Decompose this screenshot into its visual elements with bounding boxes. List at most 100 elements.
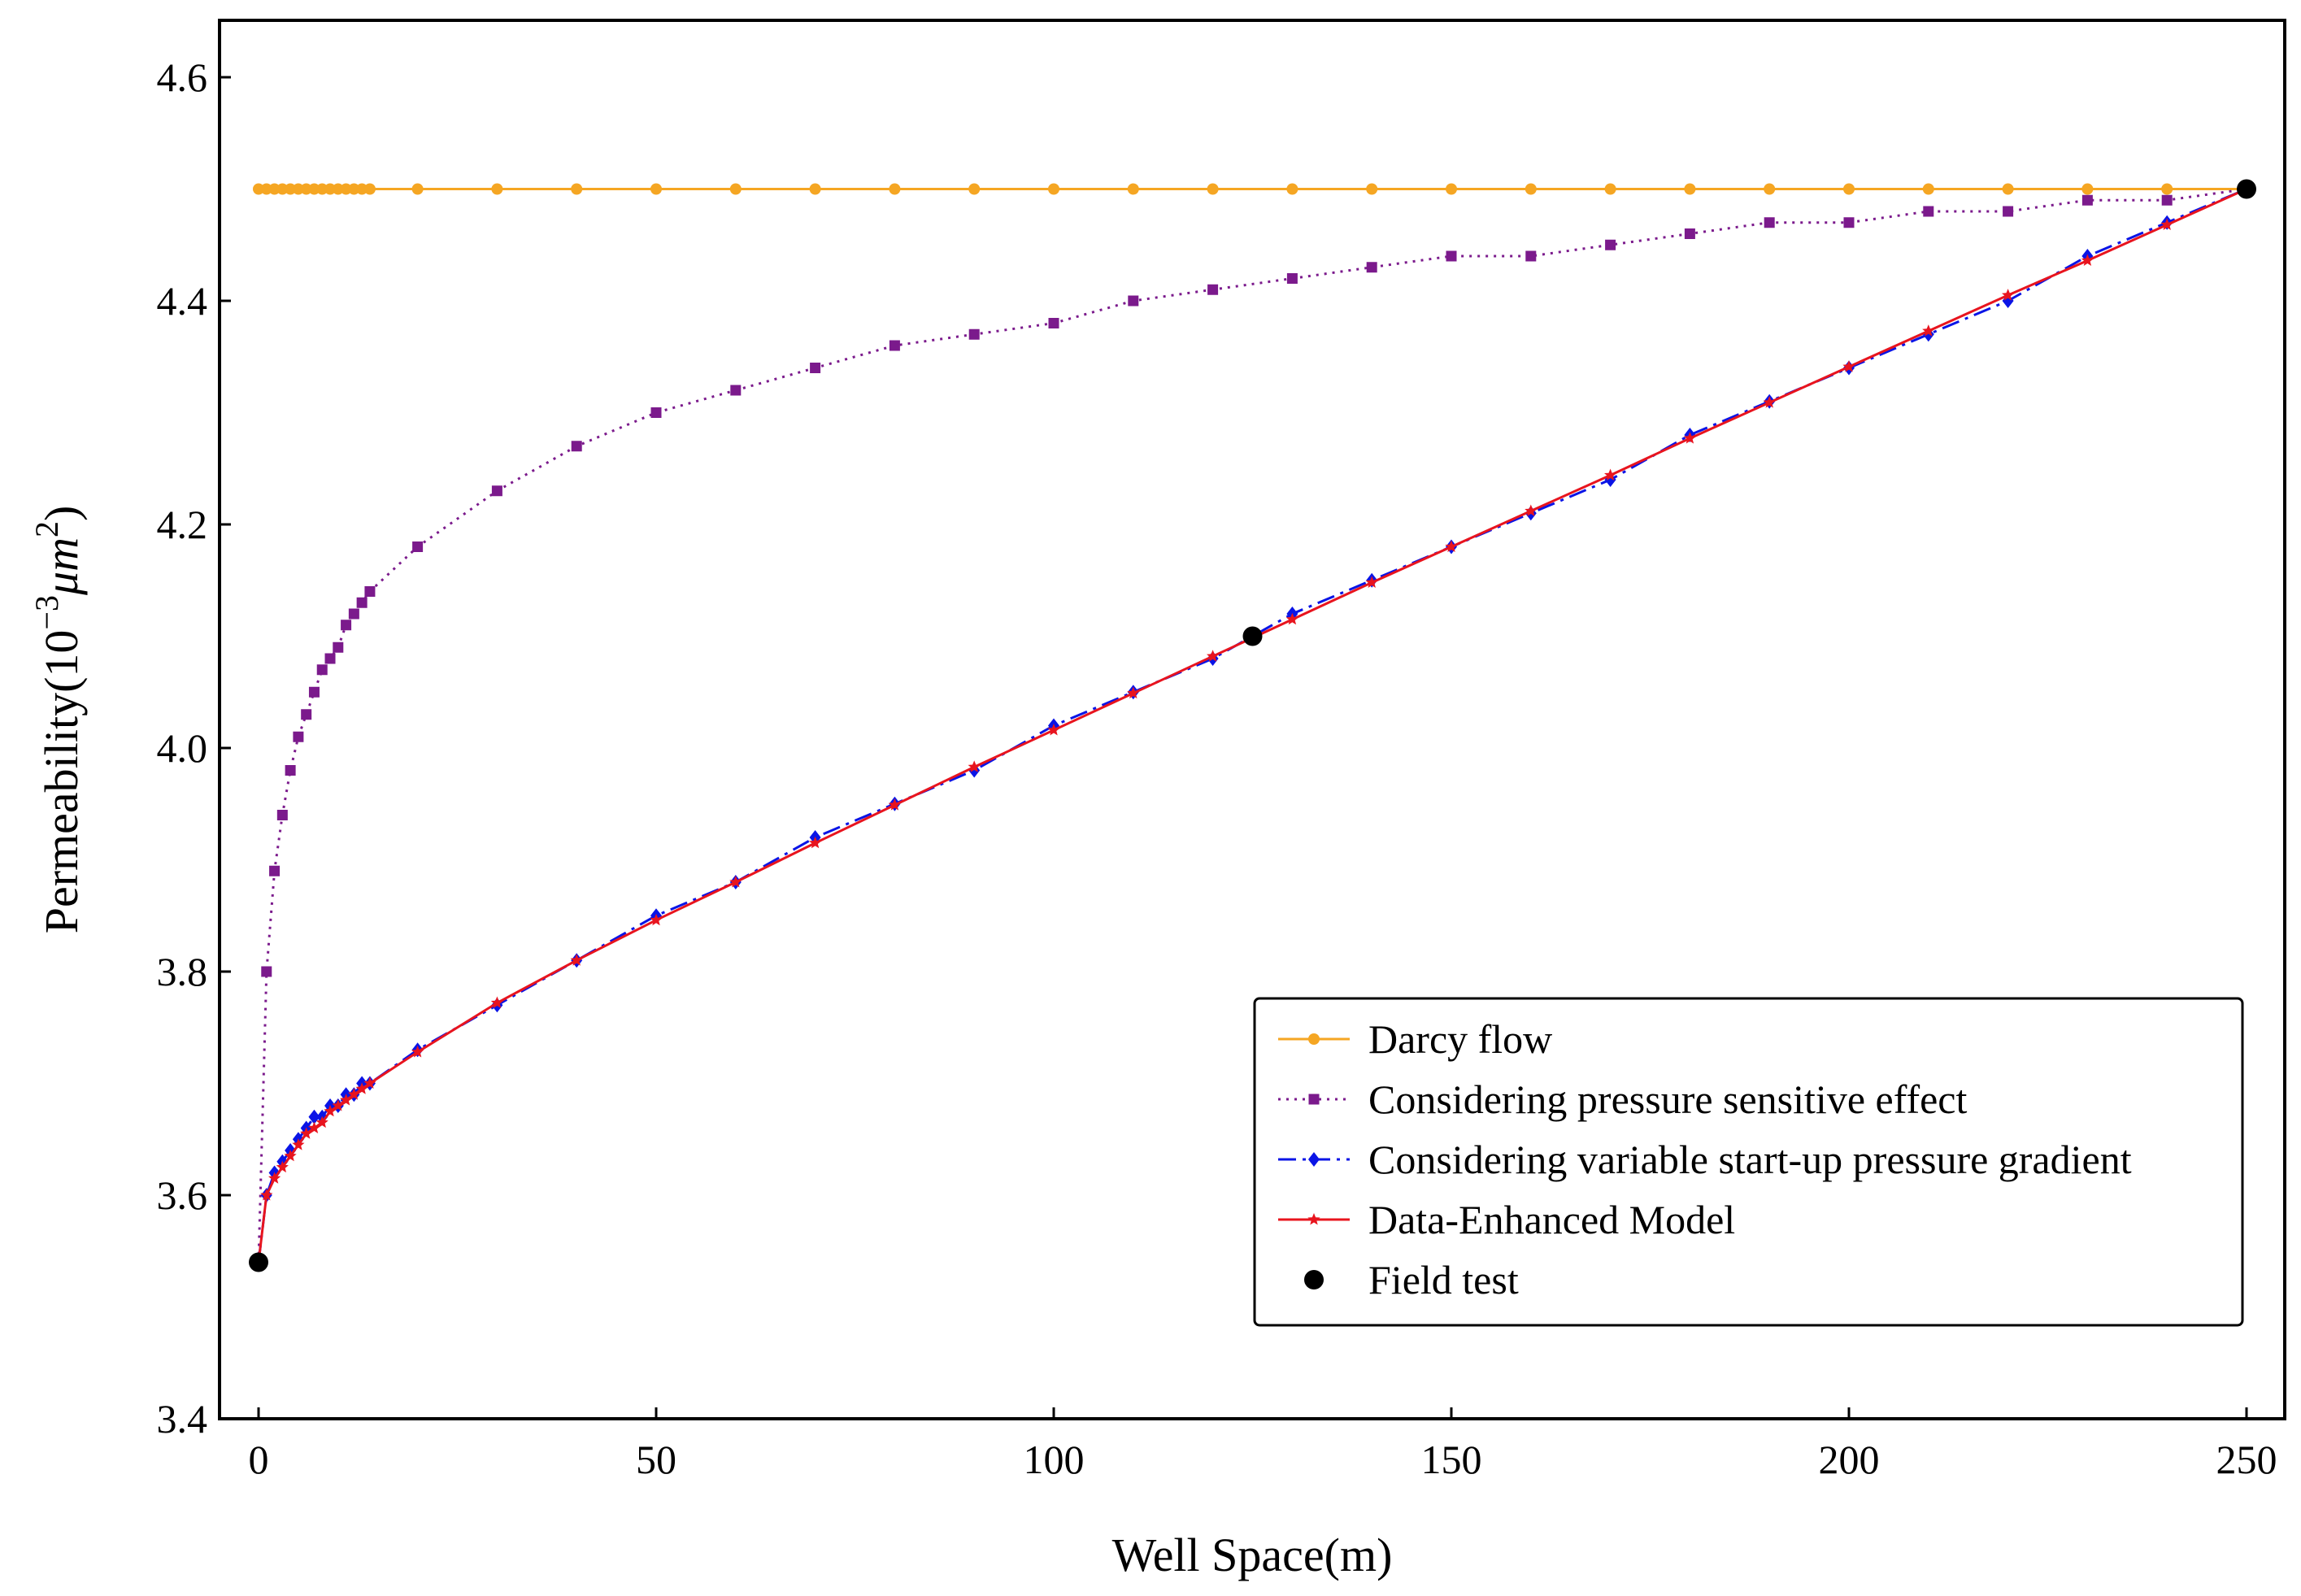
data-point-3-6: [300, 1127, 313, 1139]
data-point-3-31: [1683, 432, 1696, 444]
x-tick-label-3: 150: [1421, 1437, 1482, 1482]
data-point-3-14: [363, 1076, 376, 1089]
legend-swatch-marker-4: [1304, 1270, 1324, 1289]
data-point-1-11: [341, 620, 352, 631]
data-point-0-12: [348, 183, 360, 195]
data-point-1-34: [1923, 206, 1934, 217]
data-point-0-8: [316, 183, 328, 195]
data-point-0-20: [809, 183, 821, 195]
data-point-1-5: [293, 731, 304, 742]
data-point-3-20: [809, 836, 822, 849]
legend-item-3: Data-Enhanced Model: [1278, 1197, 1735, 1242]
data-point-3-32: [1763, 396, 1776, 408]
data-point-0-29: [1525, 183, 1537, 195]
data-point-3-23: [1047, 724, 1060, 736]
data-point-1-6: [301, 709, 312, 720]
data-point-0-23: [1048, 183, 1059, 195]
data-point-1-2: [269, 865, 281, 876]
data-point-1-8: [316, 664, 328, 676]
data-point-3-22: [968, 760, 981, 772]
series-layer: [249, 179, 2256, 1272]
data-point-4-2: [2237, 179, 2256, 199]
y-tick-label-1: 3.6: [157, 1172, 208, 1218]
data-point-0-21: [889, 183, 901, 195]
data-point-1-19: [730, 385, 742, 396]
y-tick-label-6: 4.6: [157, 54, 208, 100]
legend-swatch-marker-3: [1307, 1213, 1320, 1225]
data-point-1-14: [364, 586, 376, 597]
data-point-3-12: [347, 1088, 360, 1100]
data-point-0-1: [260, 183, 272, 195]
legend-label-1: Considering pressure sensitive effect: [1368, 1076, 1967, 1122]
data-point-3-27: [1365, 576, 1378, 588]
data-point-0-17: [571, 183, 583, 195]
data-point-3-4: [284, 1149, 297, 1162]
data-point-1-29: [1525, 250, 1537, 262]
data-point-3-37: [2160, 218, 2173, 230]
data-point-3-36: [2081, 254, 2094, 266]
data-point-0-19: [729, 183, 742, 195]
data-point-0-32: [1764, 183, 1776, 195]
data-point-3-30: [1604, 468, 1617, 481]
data-point-3-13: [355, 1082, 368, 1094]
data-point-1-20: [810, 363, 821, 373]
data-point-0-36: [2081, 183, 2094, 195]
data-point-3-35: [2002, 289, 2015, 301]
data-point-0-0: [253, 183, 264, 195]
data-point-0-6: [300, 183, 312, 195]
legend-box: [1253, 997, 2244, 1327]
data-point-3-2: [268, 1172, 281, 1184]
data-point-0-24: [1127, 183, 1139, 195]
x-tick-label-1: 50: [636, 1437, 676, 1482]
legend-label-0: Darcy flow: [1368, 1016, 1552, 1062]
data-point-3-5: [292, 1138, 305, 1150]
data-point-0-27: [1366, 183, 1378, 195]
y-tick-label-3: 4.0: [157, 725, 208, 771]
data-point-1-13: [356, 597, 368, 608]
data-point-1-1: [261, 966, 272, 977]
legend-item-2: Considering variable start-up pressure g…: [1278, 1137, 2132, 1182]
data-point-4-0: [249, 1252, 268, 1272]
data-point-0-4: [285, 183, 297, 195]
data-point-0-33: [1843, 183, 1855, 195]
data-point-1-27: [1366, 262, 1377, 273]
data-point-1-36: [2081, 194, 2093, 206]
data-point-1-17: [571, 441, 582, 452]
data-point-0-15: [411, 183, 424, 195]
data-point-3-17: [570, 954, 583, 966]
data-point-3-18: [650, 913, 663, 926]
data-point-0-28: [1446, 183, 1457, 195]
data-point-3-10: [332, 1099, 345, 1111]
legend-item-4: Field test: [1304, 1257, 1519, 1302]
plot-frame: [218, 19, 2286, 1420]
data-point-1-37: [2161, 194, 2173, 206]
data-point-0-10: [332, 183, 344, 195]
data-point-1-33: [1843, 217, 1855, 228]
legend-item-1: Considering pressure sensitive effect: [1278, 1076, 1967, 1122]
legend-label-4: Field test: [1368, 1257, 1519, 1302]
data-point-0-22: [968, 183, 981, 195]
y-axis-label-exp2: 2: [28, 521, 65, 537]
data-point-0-9: [324, 183, 337, 195]
data-point-1-21: [889, 340, 900, 351]
y-tick-label-0: 3.4: [157, 1396, 208, 1442]
data-point-1-28: [1446, 250, 1457, 262]
x-tick-label-0: 0: [249, 1437, 269, 1482]
data-point-1-22: [968, 328, 980, 340]
data-point-0-11: [340, 183, 352, 195]
series-1: [253, 184, 2252, 1268]
series-4: [249, 179, 2256, 1272]
data-point-0-18: [650, 183, 662, 195]
data-point-0-26: [1286, 183, 1298, 195]
data-point-1-7: [308, 686, 320, 698]
y-tick-label-5: 4.4: [157, 278, 208, 324]
data-point-1-32: [1764, 217, 1775, 228]
data-point-3-28: [1445, 540, 1458, 552]
data-point-0-25: [1207, 183, 1219, 195]
data-point-3-7: [307, 1121, 321, 1133]
data-point-1-30: [1605, 239, 1616, 250]
legend-label-3: Data-Enhanced Model: [1368, 1197, 1735, 1242]
data-point-3-21: [888, 798, 901, 811]
data-point-1-35: [2003, 206, 2014, 217]
